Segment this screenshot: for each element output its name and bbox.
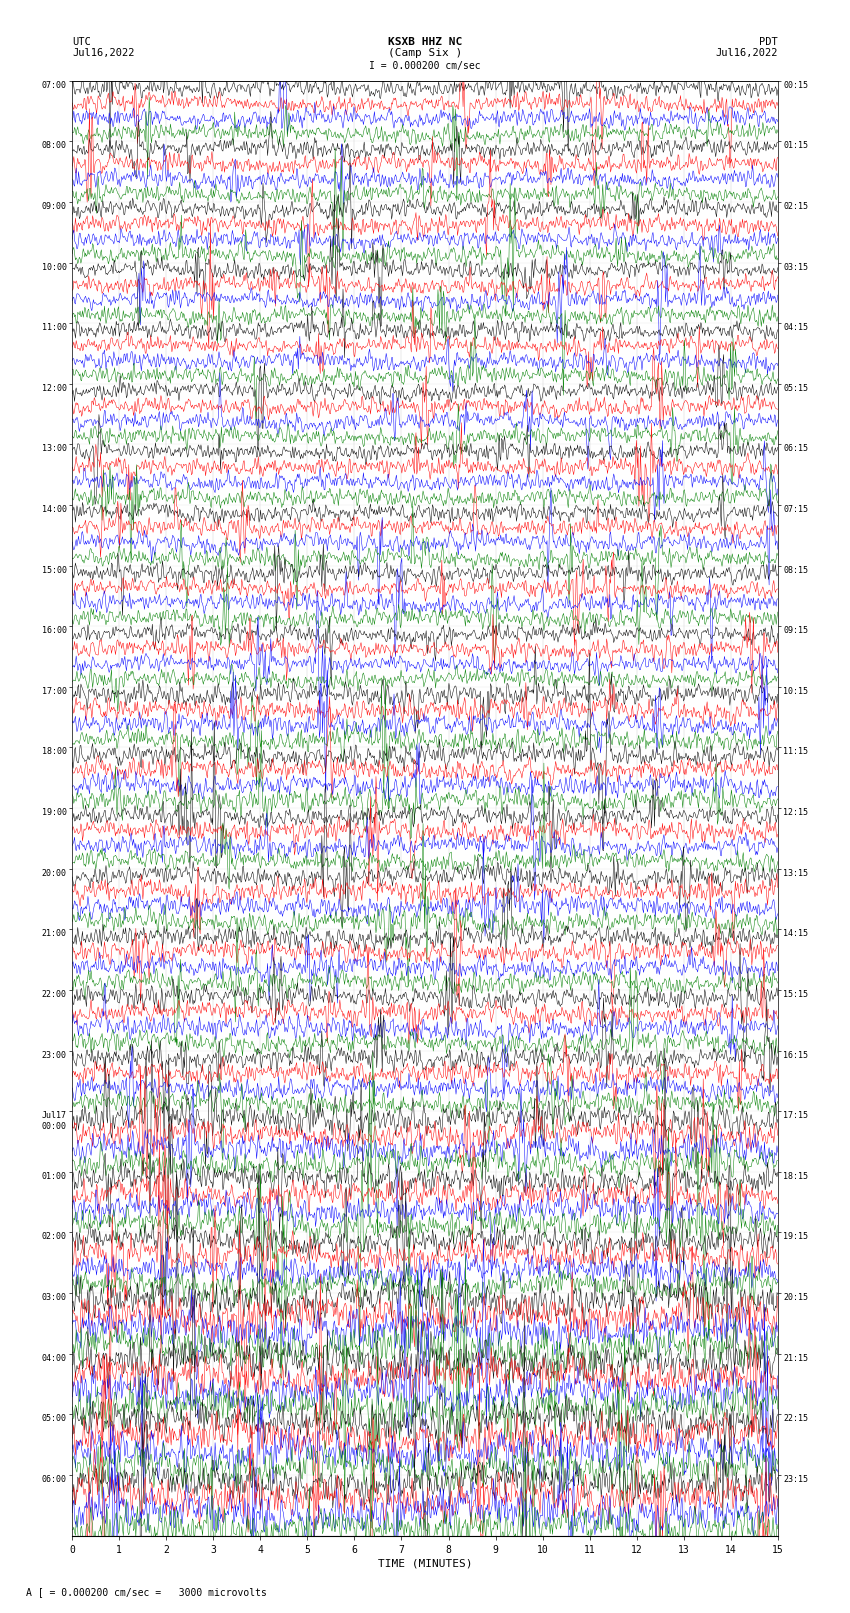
Text: UTC: UTC (72, 37, 91, 47)
Text: KSXB HHZ NC: KSXB HHZ NC (388, 37, 462, 47)
Text: A [ = 0.000200 cm/sec =   3000 microvolts: A [ = 0.000200 cm/sec = 3000 microvolts (26, 1587, 266, 1597)
Text: PDT: PDT (759, 37, 778, 47)
X-axis label: TIME (MINUTES): TIME (MINUTES) (377, 1558, 473, 1569)
Text: I = 0.000200 cm/sec: I = 0.000200 cm/sec (369, 61, 481, 71)
Text: (Camp Six ): (Camp Six ) (388, 48, 462, 58)
Text: Jul16,2022: Jul16,2022 (72, 48, 135, 58)
Text: Jul16,2022: Jul16,2022 (715, 48, 778, 58)
